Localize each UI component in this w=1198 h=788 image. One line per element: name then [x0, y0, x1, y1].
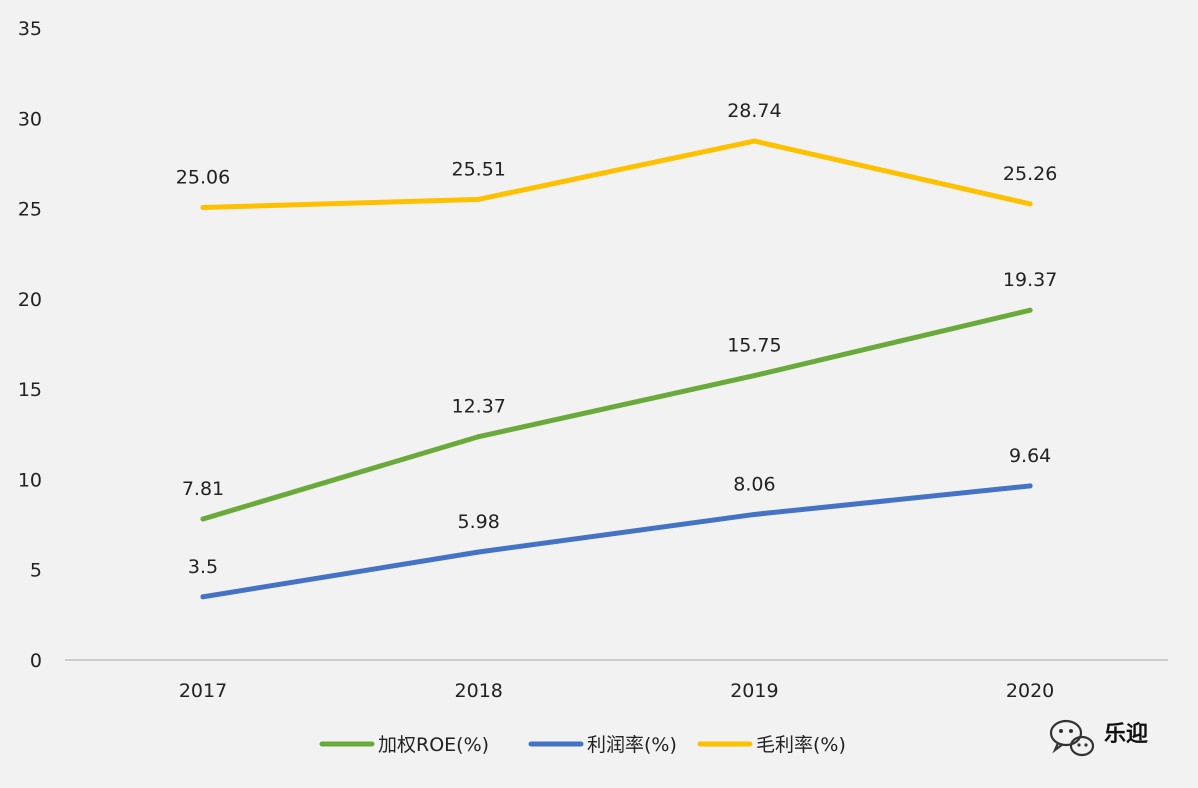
data-point	[1027, 483, 1033, 489]
data-point	[751, 511, 757, 517]
y-tick-label: 30	[18, 108, 42, 130]
legend-label: 利润率(%)	[587, 734, 677, 756]
y-tick-label: 15	[18, 379, 42, 401]
legend-item: 利润率(%)	[528, 734, 677, 756]
legend-item: 加权ROE(%)	[319, 734, 489, 756]
data-label: 9.64	[1009, 445, 1051, 467]
y-tick-label: 5	[30, 560, 42, 582]
series-line	[200, 138, 1033, 210]
series-line	[200, 307, 1033, 522]
y-axis: 0 5 10 15 20 25 30 35	[18, 18, 42, 672]
data-point	[751, 373, 757, 379]
data-label: 3.5	[188, 556, 218, 578]
data-label: 28.74	[727, 100, 781, 122]
series-line	[200, 483, 1033, 600]
data-label: 7.81	[182, 478, 224, 500]
data-point	[476, 196, 482, 202]
data-point	[200, 516, 206, 522]
x-tick-label: 2018	[455, 680, 503, 702]
data-point	[1027, 307, 1033, 313]
x-tick-label: 2017	[179, 680, 227, 702]
data-labels: 7.81 12.37 15.75 19.37 3.5 5.98 8.06 9.64 25.06 2…	[176, 100, 1058, 578]
watermark: 乐迎	[1049, 719, 1148, 757]
legend-item: 毛利率(%)	[697, 734, 846, 756]
data-label: 25.06	[176, 166, 230, 188]
series-layer	[200, 138, 1033, 600]
data-point	[200, 594, 206, 600]
wechat-icon	[1049, 719, 1095, 757]
data-label: 25.51	[451, 158, 505, 180]
legend: 加权ROE(%) 利润率(%) 毛利率(%)	[319, 734, 846, 756]
data-point	[1027, 201, 1033, 207]
data-label: 25.26	[1003, 163, 1057, 185]
legend-label: 加权ROE(%)	[378, 734, 489, 756]
y-tick-label: 0	[30, 650, 42, 672]
data-point	[476, 549, 482, 555]
data-label: 12.37	[451, 396, 505, 418]
y-tick-label: 20	[18, 289, 42, 311]
data-point	[476, 434, 482, 440]
data-label: 8.06	[733, 473, 775, 495]
x-tick-label: 2020	[1006, 680, 1054, 702]
y-tick-label: 25	[18, 199, 42, 221]
x-tick-label: 2019	[730, 680, 778, 702]
data-point	[751, 138, 757, 144]
data-label: 19.37	[1003, 269, 1057, 291]
legend-label: 毛利率(%)	[756, 734, 846, 756]
data-label: 15.75	[727, 335, 781, 357]
data-label: 5.98	[458, 511, 500, 533]
data-point	[200, 204, 206, 210]
y-tick-label: 10	[18, 469, 42, 491]
y-tick-label: 35	[18, 18, 42, 40]
x-axis: 2017 2018 2019 2020	[179, 680, 1054, 702]
watermark-text: 乐迎	[1104, 721, 1148, 747]
